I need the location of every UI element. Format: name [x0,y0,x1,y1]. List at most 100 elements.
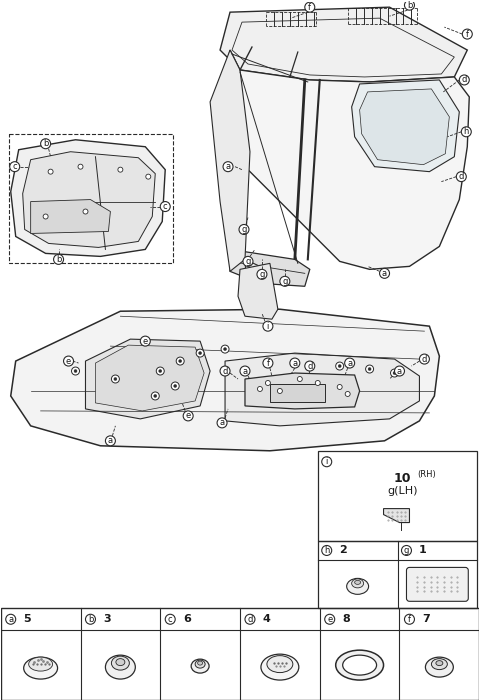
Polygon shape [360,89,449,164]
Polygon shape [238,263,278,319]
Circle shape [461,127,471,136]
Text: f: f [308,3,312,12]
Circle shape [263,321,273,331]
Text: i: i [325,457,328,466]
Circle shape [160,202,170,211]
Text: g: g [241,225,247,234]
Text: h: h [324,546,329,555]
Circle shape [85,615,96,624]
Text: f: f [266,358,269,368]
Bar [9,134,173,263]
Text: 1: 1 [419,545,426,556]
Polygon shape [230,249,310,286]
Text: d: d [307,361,312,370]
Ellipse shape [106,655,135,679]
Circle shape [393,372,396,375]
Text: d: d [458,172,464,181]
Text: a: a [292,358,298,368]
Ellipse shape [436,661,443,666]
Circle shape [305,361,315,371]
Text: g(LH): g(LH) [387,486,418,496]
Circle shape [118,167,123,172]
Text: h: h [464,127,469,136]
Ellipse shape [352,579,364,588]
Text: c: c [168,615,172,624]
Polygon shape [11,309,439,451]
Text: a: a [242,367,248,375]
Text: 10: 10 [394,473,411,485]
Circle shape [395,366,405,376]
Circle shape [459,75,469,85]
Text: (RH): (RH) [418,470,436,480]
Circle shape [54,254,63,265]
Ellipse shape [347,578,369,594]
Circle shape [179,360,182,363]
Circle shape [380,268,390,279]
Ellipse shape [267,656,293,673]
Circle shape [171,382,179,390]
Text: c: c [12,162,17,172]
Circle shape [315,381,320,386]
Circle shape [41,139,50,148]
Polygon shape [225,353,420,426]
Text: g: g [259,270,264,279]
Circle shape [265,381,270,386]
Polygon shape [210,50,250,272]
Bar [318,451,477,540]
Polygon shape [220,50,469,270]
Text: a: a [226,162,230,172]
Polygon shape [31,199,110,234]
Text: g: g [404,546,409,555]
Circle shape [280,276,290,286]
Text: b: b [407,1,412,10]
Circle shape [6,615,16,624]
Circle shape [456,172,466,181]
Text: a: a [219,419,225,428]
Polygon shape [245,260,268,316]
Polygon shape [23,152,155,247]
Circle shape [63,356,73,366]
Text: a: a [8,615,13,624]
Text: e: e [66,356,71,365]
Ellipse shape [198,661,203,665]
Circle shape [239,225,249,235]
Circle shape [277,389,282,393]
Polygon shape [384,509,409,523]
Circle shape [391,369,398,377]
Circle shape [156,367,164,375]
Circle shape [243,256,253,267]
Circle shape [338,365,341,368]
Ellipse shape [432,659,447,670]
Bar [318,540,477,608]
Circle shape [345,358,355,368]
Text: d: d [422,355,427,363]
Circle shape [322,545,332,556]
Text: d: d [222,367,228,375]
Text: g: g [282,276,288,286]
Circle shape [83,209,88,214]
Text: d: d [247,615,252,624]
Circle shape [159,370,162,372]
Text: 5: 5 [24,615,31,624]
Circle shape [199,351,202,355]
Circle shape [240,366,250,376]
Circle shape [224,348,227,351]
Text: e: e [327,615,332,624]
Text: 6: 6 [183,615,191,624]
Text: 3: 3 [103,615,111,624]
Circle shape [74,370,77,372]
Text: b: b [43,139,48,148]
Circle shape [196,349,204,357]
Circle shape [257,386,263,391]
Circle shape [368,368,371,370]
Text: g: g [245,257,251,266]
Circle shape [322,457,332,467]
Circle shape [405,0,414,10]
Circle shape [154,395,157,398]
Circle shape [336,362,344,370]
Circle shape [337,384,342,389]
Text: a: a [382,269,387,278]
Ellipse shape [261,654,299,680]
Circle shape [462,29,472,39]
Text: a: a [108,436,113,445]
